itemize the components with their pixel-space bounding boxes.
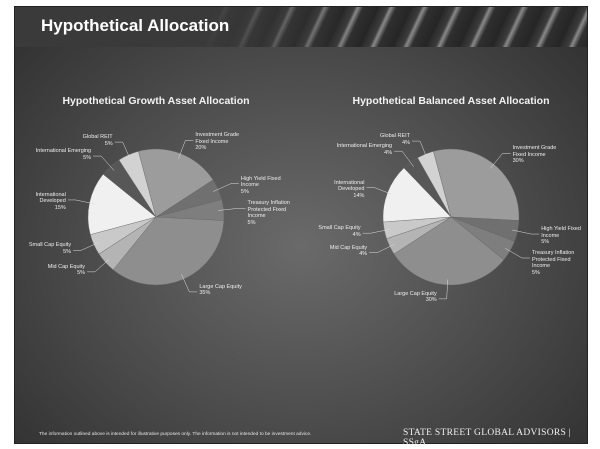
leader-line: [366, 187, 393, 195]
leader-line: [73, 242, 99, 251]
slice-label: Mid Cap Equity 4%: [311, 245, 367, 258]
leader-line: [394, 150, 414, 167]
slice-label: Investment Grade Fixed Income 20%: [195, 132, 251, 152]
slice-category: Small Cap Equity: [28, 242, 72, 249]
slice-category: Treasury Inflation Protected Fixed Incom…: [532, 250, 575, 269]
slice-value: 5%: [247, 219, 256, 226]
slice-label: Large Cap Equity 35%: [199, 284, 255, 297]
slice-category: Investment Grade Fixed Income: [195, 132, 240, 145]
leader-line: [213, 183, 239, 192]
slice-value: 5%: [63, 248, 72, 255]
slice-category: Treasury Inflation Protected Fixed Incom…: [247, 200, 290, 220]
slice-value: 30%: [512, 158, 524, 165]
slice-label: International Developed 14%: [308, 180, 364, 200]
slice-value: 5%: [541, 239, 550, 246]
slice-label: Large Cap Equity 30%: [381, 291, 437, 304]
slice-value: 5%: [77, 270, 86, 277]
slice-value: 4%: [352, 231, 361, 238]
slide: Hypothetical Allocation The information …: [14, 6, 588, 448]
leader-line: [114, 141, 131, 160]
slice-label: International Developed 15%: [10, 192, 66, 212]
slice-label: International Emerging 5%: [35, 148, 91, 161]
slice-value: 4%: [384, 149, 393, 156]
slice-category: Global REIT: [380, 133, 411, 140]
slice-label: Treasury Inflation Protected Fixed Incom…: [532, 250, 588, 276]
slice-category: High Yield Fixed Income: [240, 175, 281, 189]
slice-label: Mid Cap Equity 5%: [29, 264, 85, 277]
slice-value: 14%: [353, 192, 365, 199]
slice-value: 5%: [532, 269, 540, 276]
leader-line: [369, 244, 395, 253]
slice-value: 30%: [425, 297, 437, 304]
logo: STATE STREET GLOBAL ADVISORS | SSgA.: [403, 428, 571, 448]
slice-category: Large Cap Equity: [199, 283, 242, 290]
slice-label: Global REIT 5%: [57, 134, 113, 147]
disclaimer: The information outlined above is intend…: [39, 432, 312, 437]
chart-title: Hypothetical Balanced Asset Allocation: [352, 95, 550, 107]
slice-value: 20%: [195, 145, 207, 152]
slice-category: International Emerging: [35, 148, 92, 155]
leader-line: [178, 140, 194, 159]
leader-line: [93, 155, 115, 171]
slice-category: International Developed: [35, 191, 66, 205]
slice-category: Investment Grade Fixed Income: [512, 145, 557, 158]
charts: [67, 140, 540, 300]
leader-line: [490, 153, 511, 169]
slice-category: High Yield Fixed Income: [541, 226, 581, 239]
slice-label: International Emerging 4%: [336, 143, 392, 156]
slice-label: Investment Grade Fixed Income 30%: [513, 145, 569, 165]
slice-label: Small Cap Equity 4%: [305, 225, 361, 238]
slice-value: 5%: [240, 188, 249, 195]
leader-line: [362, 229, 390, 234]
slice-value: 35%: [199, 290, 211, 297]
slice-value: 5%: [104, 140, 113, 147]
slice-category: Mid Cap Equity: [47, 263, 86, 270]
slice-label: High Yield Fixed Income 5%: [541, 226, 597, 246]
slice-value: 15%: [54, 204, 66, 211]
title-banner: [15, 7, 587, 47]
slice-category: International Developed: [334, 179, 365, 193]
leader-line: [412, 140, 428, 160]
leader-line: [218, 208, 246, 211]
leader-line: [87, 258, 110, 273]
slice-category: International Emerging: [336, 143, 393, 150]
leader-line: [181, 274, 198, 293]
slice-label: Treasury Inflation Protected Fixed Incom…: [248, 200, 304, 226]
slice-value: 4%: [402, 139, 411, 146]
leader-line: [67, 199, 95, 205]
leader-line: [505, 248, 531, 259]
slice-value: 5%: [83, 154, 92, 161]
slice-label: High Yield Fixed Income 5%: [241, 176, 297, 196]
slice-category: Large Cap Equity: [394, 290, 437, 297]
slice-value: 4%: [359, 251, 368, 258]
slice-category: Mid Cap Equity: [329, 244, 368, 251]
slide-title: Hypothetical Allocation: [41, 16, 230, 35]
leader-line: [438, 279, 448, 300]
chart-title: Hypothetical Growth Asset Allocation: [62, 95, 250, 107]
slice-category: Small Cap Equity: [318, 225, 361, 232]
slice-label: Small Cap Equity 5%: [15, 242, 71, 255]
leader-line: [512, 229, 540, 235]
slice-label: Global REIT 4%: [354, 133, 410, 146]
slice-category: Global REIT: [82, 134, 113, 141]
